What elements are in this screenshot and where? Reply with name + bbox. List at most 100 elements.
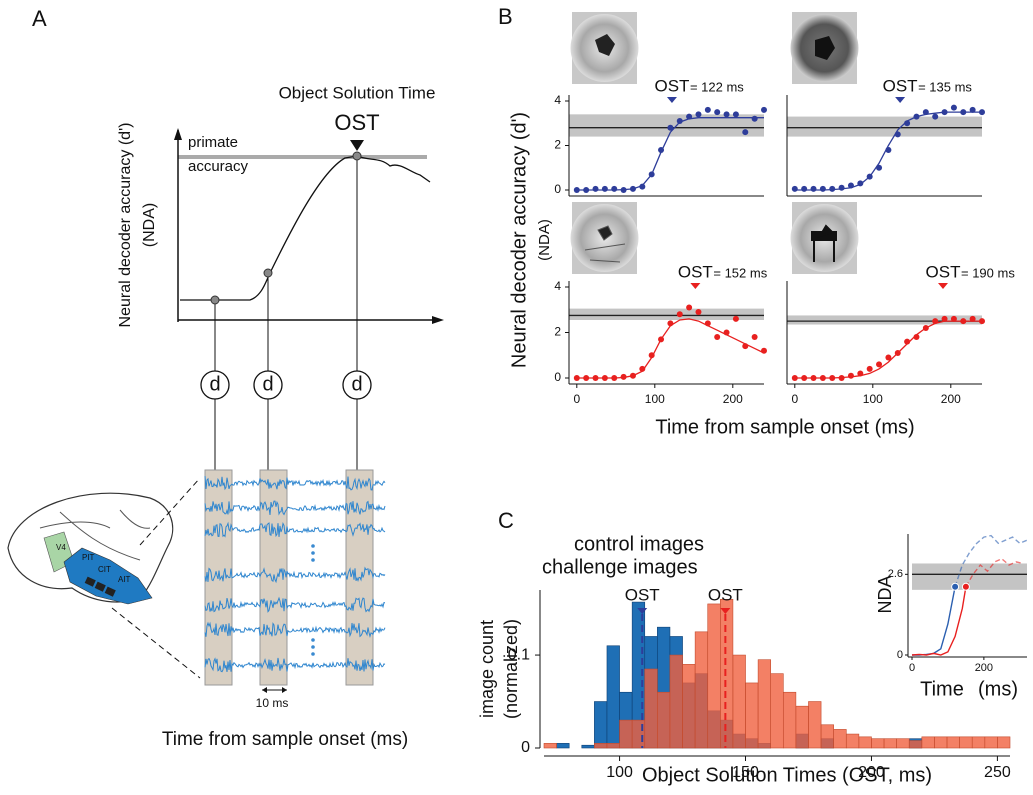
data-point [960,109,967,116]
bar [959,736,973,749]
area-label: PIT [82,553,95,562]
accuracy-band [569,114,764,137]
area-label: AIT [118,575,131,584]
data-point [658,336,665,343]
x-axis-label: Time from sample onset (ms) [162,729,408,750]
ost-marker [637,608,648,614]
data-point [751,334,758,341]
trace [204,596,386,613]
trace [204,657,386,673]
thumbnail-object [595,34,615,56]
data-point [857,180,864,187]
bar [997,736,1011,749]
data-point [601,185,608,192]
ost-annotation: OST [654,76,689,95]
accuracy-band [787,315,982,325]
dot [311,551,315,555]
ost-annotation: OST [708,585,743,604]
x-axis-label: Object Solution Times (OST, ms) [642,764,932,786]
y-axis-label: image count [477,620,497,718]
x-tick-label: 100 [606,764,633,781]
ost-label: OST [334,110,379,135]
ost-marker [350,140,364,151]
data-point [620,187,627,193]
data-point [791,185,798,192]
y-tick-label: 0 [554,370,561,384]
data-point [950,315,957,322]
accuracy-band [569,308,764,320]
bar [720,598,734,749]
data-point [629,372,636,379]
data-point [857,370,864,377]
y-tick-label: 0 [554,182,561,196]
dot [263,268,273,278]
decoder-label: d [351,373,362,395]
bar [757,659,772,749]
trace [204,475,386,491]
bar [594,743,608,749]
data-point [866,173,873,180]
trend-dashed [954,534,1028,587]
data-point [801,375,808,381]
data-point [819,375,826,381]
data-point [704,320,711,327]
data-point [761,106,767,113]
data-point [583,187,590,193]
data-point [601,375,608,381]
data-point [922,109,929,116]
data-point [658,146,665,153]
trend-line [911,586,967,656]
data-point [620,373,627,380]
x-tick-label: 250 [984,764,1011,781]
data-point [847,372,854,379]
bar [732,654,746,749]
x-tick-label: 0 [573,392,580,406]
ost-value: = 122 ms [690,79,744,94]
dot [311,638,315,642]
data-point [950,104,957,111]
trace [204,521,386,538]
data-point [667,320,674,327]
data-point [941,315,948,322]
trend-line [912,586,956,656]
data-point [913,113,920,120]
data-point [611,185,618,192]
dot [210,295,220,305]
y-axis-label: Neural decoder accuracy (d') [117,123,134,328]
ellipsis [311,544,315,656]
scale-bar-label: 10 ms [256,696,289,710]
bar [606,743,620,749]
bar [581,744,595,749]
bar [556,743,570,749]
thumbnails [570,12,859,274]
decoder [200,370,230,400]
zoom-line [111,607,201,679]
data-point [686,113,693,120]
ost-value: = 190 ms [961,265,1015,280]
data-point [932,113,939,120]
decoder-lines [214,156,358,470]
bar [858,736,872,749]
data-point [876,164,883,171]
y-axis-label: (NDA) [536,219,553,261]
dot [311,558,315,562]
schematic: Object Solution Time OST primate accurac… [7,83,444,750]
data-point [695,111,702,118]
y-tick-label: 0.1 [508,646,530,663]
bar [795,705,809,749]
ost-value: = 152 ms [713,265,767,280]
data-point [885,354,892,361]
data-point [742,343,749,350]
data-point [979,318,985,325]
data-point [723,111,730,118]
bar [619,719,633,749]
ost-point [961,582,970,591]
thumbnail-object [584,225,626,263]
y-tick-label: 2.6 [888,568,903,580]
data-point [801,185,808,192]
data-point [648,352,655,359]
panel-letter: A [32,6,47,31]
ost-annotation: OST [625,585,660,604]
dot [311,652,315,656]
